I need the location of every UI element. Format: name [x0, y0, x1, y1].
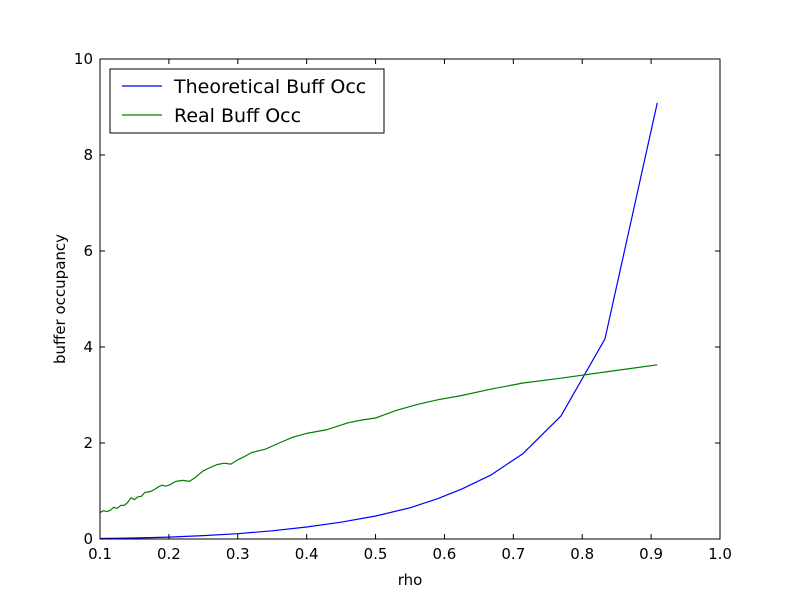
x-tick-label: 0.5	[364, 545, 388, 563]
x-tick-label: 0.1	[88, 545, 112, 563]
x-axis-label: rho	[398, 571, 423, 589]
plot-frame	[99, 58, 721, 540]
legend-label-real: Real Buff Occ	[174, 105, 301, 127]
series-line-theoretical-buff-occ	[99, 102, 658, 540]
y-axis-label: buffer occupancy	[51, 234, 69, 364]
legend: Theoretical Buff Occ Real Buff Occ	[109, 68, 385, 134]
y-tick-label: 2	[83, 434, 93, 452]
x-tick-label: 0.8	[570, 545, 594, 563]
x-tick-label: 1.0	[708, 545, 732, 563]
legend-label-theoretical: Theoretical Buff Occ	[173, 76, 366, 98]
y-tick-label: 0	[83, 530, 93, 548]
x-tick-label: 0.9	[639, 545, 663, 563]
x-tick-label: 0.7	[501, 545, 525, 563]
y-tick-label: 10	[74, 50, 93, 68]
series-line-real-buff-occ	[99, 364, 658, 514]
legend-box	[109, 68, 385, 134]
y-tick-label: 4	[83, 338, 93, 356]
series-layer	[99, 102, 658, 540]
x-tick-label: 0.3	[226, 545, 250, 563]
y-tick-label: 6	[83, 242, 93, 260]
ticks-layer: 0.1 0.2 0.3 0.4 0.5 0.6 0.7 0.8 0.9 1.0 0 2 4 6 8 10	[74, 50, 732, 563]
x-tick-label: 0.2	[157, 545, 181, 563]
x-tick-label: 0.6	[433, 545, 457, 563]
x-tick-label: 0.4	[295, 545, 319, 563]
y-tick-label: 8	[83, 146, 93, 164]
